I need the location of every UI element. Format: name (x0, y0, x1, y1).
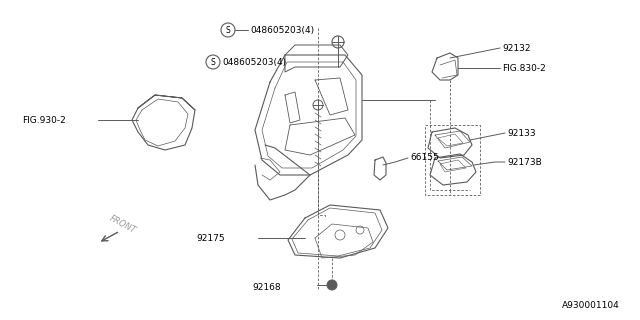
Text: 048605203(4): 048605203(4) (222, 58, 286, 67)
Text: FIG.830-2: FIG.830-2 (502, 63, 546, 73)
Text: 66155: 66155 (410, 153, 439, 162)
Text: FRONT: FRONT (108, 214, 138, 236)
Text: S: S (211, 58, 216, 67)
Text: 048605203(4): 048605203(4) (250, 26, 314, 35)
Text: 92173B: 92173B (507, 157, 541, 166)
Text: 92132: 92132 (502, 44, 531, 52)
Text: 92133: 92133 (507, 129, 536, 138)
Text: FIG.930-2: FIG.930-2 (22, 116, 66, 124)
Text: 92175: 92175 (196, 234, 225, 243)
Text: S: S (226, 26, 230, 35)
Circle shape (327, 280, 337, 290)
Text: 92168: 92168 (252, 283, 280, 292)
Text: A930001104: A930001104 (563, 301, 620, 310)
